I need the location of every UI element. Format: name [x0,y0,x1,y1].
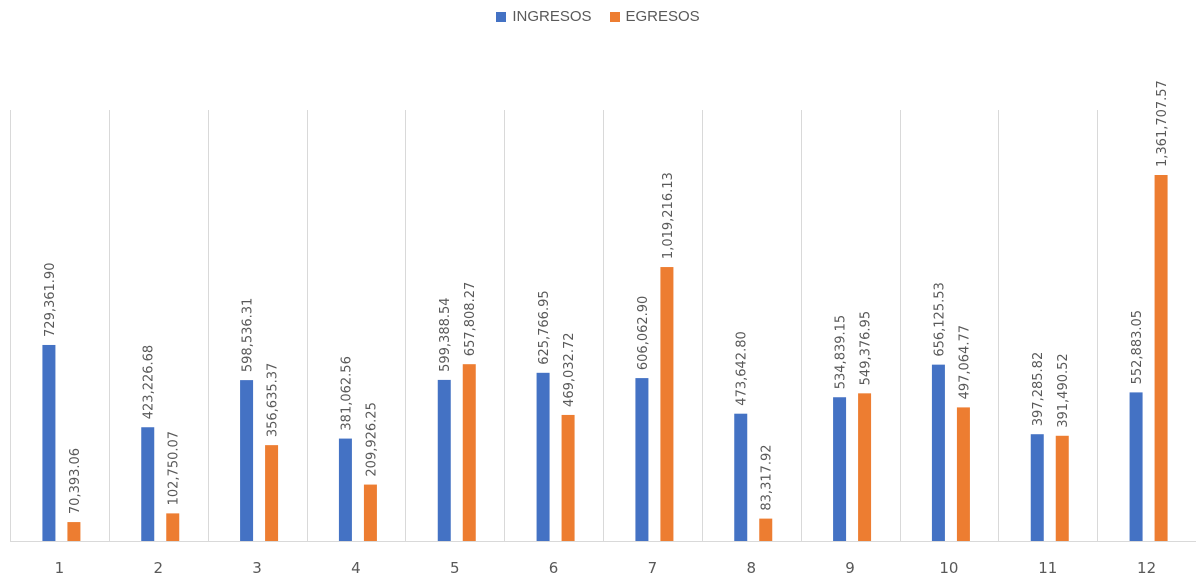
data-label-egresos-11: 391,490.52 [1056,353,1071,427]
x-tick-label-1: 1 [55,559,65,577]
data-label-egresos-6: 469,032.72 [562,332,577,406]
data-label-ingresos-12: 552,883.05 [1130,310,1145,384]
bar-ingresos-8 [734,413,748,541]
data-label-ingresos-6: 625,766.95 [537,290,552,364]
bar-egresos-11 [1055,435,1069,541]
bar-egresos-7 [660,267,674,541]
chart-legend: INGRESOS EGRESOS [0,8,1196,25]
bar-egresos-4 [363,484,377,541]
bar-ingresos-10 [931,364,945,541]
bar-egresos-3 [265,445,279,541]
bar-egresos-2 [166,513,180,541]
x-tick-label-9: 9 [845,559,855,577]
data-label-egresos-1: 70,393.06 [68,448,83,514]
x-tick-label-8: 8 [746,559,756,577]
x-tick-label-11: 11 [1038,559,1057,577]
legend-item-ingresos: INGRESOS [496,8,592,25]
data-label-ingresos-5: 599,388.54 [438,297,453,371]
data-label-egresos-9: 549,376.95 [859,311,874,385]
legend-label-egresos: EGRESOS [625,8,700,25]
data-label-ingresos-9: 534,839.15 [834,315,849,389]
bar-egresos-8 [759,518,773,541]
x-tick-label-10: 10 [939,559,958,577]
data-label-ingresos-3: 598,536.31 [241,298,256,372]
x-tick-label-4: 4 [351,559,361,577]
data-label-egresos-2: 102,750.07 [167,431,182,505]
bar-ingresos-3 [240,380,254,541]
bar-egresos-9 [858,393,872,541]
x-tick-label-7: 7 [648,559,658,577]
bar-ingresos-9 [833,397,847,541]
bar-egresos-10 [956,407,970,541]
data-label-ingresos-10: 656,125.53 [932,282,947,356]
data-label-ingresos-8: 473,642.80 [735,331,750,405]
legend-item-egresos: EGRESOS [609,8,700,25]
bar-ingresos-11 [1030,434,1044,541]
data-label-ingresos-1: 729,361.90 [43,263,58,337]
bar-egresos-6 [561,414,575,541]
legend-swatch-egresos [609,11,620,22]
bar-ingresos-7 [635,378,649,541]
data-label-egresos-3: 356,635.37 [266,363,281,437]
x-tick-label-6: 6 [549,559,559,577]
x-tick-label-12: 12 [1137,559,1156,577]
bar-egresos-12 [1154,175,1168,541]
data-label-ingresos-11: 397,285.82 [1031,352,1046,426]
data-label-ingresos-4: 381,062.56 [339,356,354,430]
data-label-egresos-8: 83,317.92 [760,444,775,510]
data-label-egresos-12: 1,361,707.57 [1155,80,1170,167]
data-label-egresos-10: 497,064.77 [957,325,972,399]
data-label-egresos-4: 209,926.25 [364,402,379,476]
bar-ingresos-5 [437,379,451,541]
x-tick-label-2: 2 [153,559,163,577]
legend-swatch-ingresos [496,11,507,22]
x-tick-label-3: 3 [252,559,262,577]
bar-ingresos-2 [141,427,155,541]
bar-ingresos-4 [338,438,352,541]
data-label-egresos-7: 1,019,216.13 [661,172,676,259]
x-tick-label-5: 5 [450,559,460,577]
bar-ingresos-1 [42,344,56,541]
data-label-egresos-5: 657,808.27 [463,282,478,356]
bar-egresos-1 [67,522,81,541]
bar-ingresos-12 [1129,392,1143,541]
data-label-ingresos-7: 606,062.90 [636,296,651,370]
legend-label-ingresos: INGRESOS [512,8,592,25]
bar-ingresos-6 [536,372,550,541]
bar-egresos-5 [462,364,476,541]
data-label-ingresos-2: 423,226.68 [142,345,157,419]
